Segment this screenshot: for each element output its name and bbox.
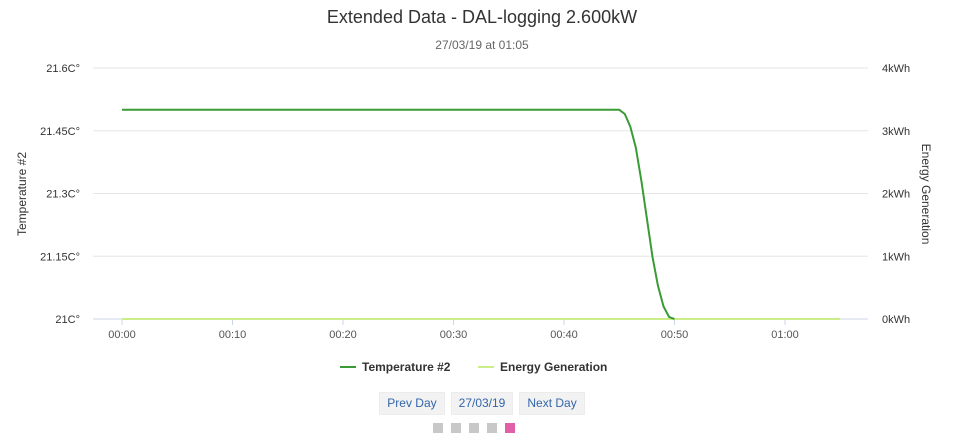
y-left-tick-label: 21C° [55,314,80,326]
x-tick-label: 00:40 [550,329,578,341]
y-right-tick-label: 1kWh [882,251,910,263]
y-right-ticks: 4kWh 3kWh 2kWh 1kWh 0kWh [882,63,910,326]
page-dot[interactable] [487,423,497,433]
x-tick-label: 00:10 [219,329,247,341]
chart: Extended Data - DAL-logging 2.600kW 27/0… [15,7,933,374]
page-indicator [433,423,515,433]
page-dot[interactable] [469,423,479,433]
x-ticks: 00:00 00:10 00:20 00:30 00:40 00:50 01:00 [108,319,799,341]
page-dot[interactable] [433,423,443,433]
next-day-button[interactable]: Next Day [519,392,585,415]
legend-label-energy[interactable]: Energy Generation [500,360,607,374]
day-navigation: Prev Day 27/03/19 Next Day [0,392,964,415]
x-tick-label: 01:00 [771,329,799,341]
grid [93,67,868,320]
y-left-tick-label: 21.15C° [40,251,80,263]
page-dot[interactable] [451,423,461,433]
x-tick-label: 00:20 [329,329,357,341]
y-right-tick-label: 0kWh [882,314,910,326]
y-left-tick-label: 21.6C° [46,63,80,75]
x-tick-label: 00:30 [440,329,468,341]
date-button[interactable]: 27/03/19 [450,392,514,415]
legend-label-temperature[interactable]: Temperature #2 [362,360,451,374]
page-dot[interactable] [505,423,515,433]
y-left-ticks: 21.6C° 21.45C° 21.3C° 21.15C° 21C° [40,63,80,326]
y-right-tick-label: 2kWh [882,189,910,201]
x-tick-label: 00:00 [108,329,136,341]
chart-title: Extended Data - DAL-logging 2.600kW [327,7,637,27]
y-right-axis-title: Energy Generation [919,144,933,245]
series-group [122,108,841,320]
prev-day-button[interactable]: Prev Day [379,392,445,415]
y-left-tick-label: 21.3C° [46,189,80,201]
temperature-series-line [122,108,675,320]
x-tick-label: 00:50 [661,329,689,341]
y-left-axis-title: Temperature #2 [15,152,29,236]
legend[interactable]: Temperature #2 Energy Generation [340,360,607,374]
y-left-tick-label: 21.45C° [40,126,80,138]
y-right-tick-label: 4kWh [882,63,910,75]
chart-subtitle: 27/03/19 at 01:05 [435,38,529,52]
y-right-tick-label: 3kWh [882,126,910,138]
